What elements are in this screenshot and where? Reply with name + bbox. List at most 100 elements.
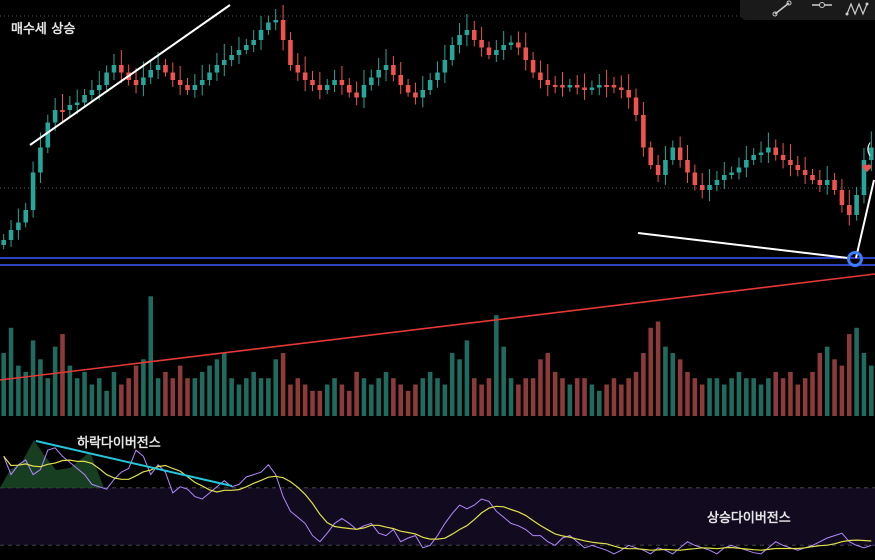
candle-body bbox=[699, 185, 705, 190]
candle-body bbox=[23, 210, 29, 223]
volume-bar bbox=[199, 371, 205, 416]
volume-bar bbox=[96, 378, 102, 416]
candle-body bbox=[295, 65, 301, 73]
candle-body bbox=[677, 147, 683, 160]
candle-body bbox=[751, 155, 756, 160]
candle-body bbox=[457, 35, 462, 45]
volume-bar bbox=[824, 346, 830, 416]
candle-body bbox=[280, 20, 286, 40]
volume-bar bbox=[648, 327, 654, 416]
candle-body bbox=[464, 30, 470, 35]
candle-body bbox=[560, 85, 565, 88]
volume-bar bbox=[626, 378, 631, 416]
pattern-icon[interactable] bbox=[845, 0, 869, 18]
volume-bar bbox=[273, 359, 279, 416]
volume-bar bbox=[552, 371, 558, 416]
volume-bar bbox=[655, 321, 661, 416]
candle-body bbox=[89, 90, 95, 95]
volume-bar bbox=[361, 378, 367, 416]
volume-bar bbox=[692, 378, 698, 416]
volume-bar bbox=[332, 378, 337, 416]
candle-body bbox=[648, 147, 654, 165]
drawing-toolbar bbox=[740, 0, 875, 20]
candle-body bbox=[685, 160, 690, 173]
volume-bar bbox=[244, 378, 249, 416]
volume-bar bbox=[89, 384, 95, 416]
signal-marker bbox=[847, 251, 863, 267]
candle-body bbox=[177, 80, 183, 85]
volume-bar bbox=[861, 353, 867, 416]
volume-bar bbox=[16, 365, 21, 416]
volume-bar bbox=[346, 390, 352, 416]
candle-body bbox=[736, 167, 742, 173]
candle-body bbox=[244, 45, 249, 50]
volume-bar bbox=[464, 340, 470, 416]
long-trend-line bbox=[0, 273, 875, 381]
volume-bar bbox=[391, 378, 396, 416]
candle-body bbox=[16, 222, 21, 230]
volume-bar bbox=[619, 384, 624, 416]
candle-body bbox=[155, 65, 161, 70]
volume-bar bbox=[60, 334, 65, 416]
candle-body bbox=[552, 85, 558, 87]
volume-bar bbox=[538, 359, 543, 416]
candle-body bbox=[82, 95, 87, 103]
volume-bar bbox=[817, 353, 823, 416]
volume-bar bbox=[839, 365, 845, 416]
rsi-overbought-fill bbox=[0, 440, 104, 488]
volume-bar bbox=[641, 353, 646, 416]
candle-body bbox=[692, 172, 698, 185]
bearish-divergence-line bbox=[35, 440, 233, 487]
volume-bar bbox=[30, 340, 36, 416]
volume-bar bbox=[383, 371, 389, 416]
candle-body bbox=[324, 85, 330, 90]
volume-bar bbox=[317, 390, 323, 416]
candle-body bbox=[435, 72, 440, 80]
candle-body bbox=[236, 50, 242, 55]
volume-bar bbox=[133, 365, 139, 416]
volume-bar bbox=[413, 384, 418, 416]
candle-body bbox=[596, 85, 602, 88]
volume-bar bbox=[280, 353, 286, 416]
candle-body bbox=[802, 170, 808, 175]
horizontal-ray-icon[interactable] bbox=[810, 0, 834, 18]
candle-body bbox=[332, 80, 337, 85]
heart-icon bbox=[862, 164, 872, 172]
candle-body bbox=[141, 77, 146, 85]
volume-bar bbox=[192, 378, 198, 416]
volume-bar bbox=[324, 384, 330, 416]
candle-body bbox=[361, 85, 367, 98]
candle-body bbox=[185, 85, 190, 90]
volume-bar bbox=[699, 384, 705, 416]
candle-body bbox=[758, 152, 764, 155]
volume-bar bbox=[170, 378, 176, 416]
candle-body bbox=[611, 85, 617, 88]
volume-bar bbox=[707, 378, 712, 416]
volume-bar bbox=[23, 371, 29, 416]
candle-group bbox=[0, 5, 875, 250]
candle-body bbox=[148, 70, 154, 78]
volume-bar bbox=[780, 378, 786, 416]
candle-body bbox=[163, 65, 168, 73]
volume-bar bbox=[802, 378, 808, 416]
candle-body bbox=[354, 92, 359, 98]
candle-body bbox=[420, 90, 426, 98]
volume-bar bbox=[339, 384, 345, 416]
candle-body bbox=[258, 30, 264, 40]
volume-bar bbox=[633, 371, 639, 416]
volume-bar bbox=[295, 378, 301, 416]
rebound-line bbox=[855, 179, 875, 259]
volume-bar bbox=[663, 346, 668, 416]
trendline-icon[interactable] bbox=[770, 0, 794, 18]
volume-bar bbox=[214, 359, 220, 416]
volume-bar bbox=[207, 365, 212, 416]
volume-bar bbox=[119, 384, 124, 416]
volume-bar bbox=[67, 365, 73, 416]
volume-bar bbox=[52, 346, 58, 416]
volume-bar bbox=[736, 371, 742, 416]
candle-body bbox=[508, 42, 514, 45]
candle-body bbox=[214, 65, 220, 73]
candle-body bbox=[346, 85, 352, 93]
volume-bar bbox=[45, 378, 51, 416]
candle-body bbox=[8, 230, 14, 240]
